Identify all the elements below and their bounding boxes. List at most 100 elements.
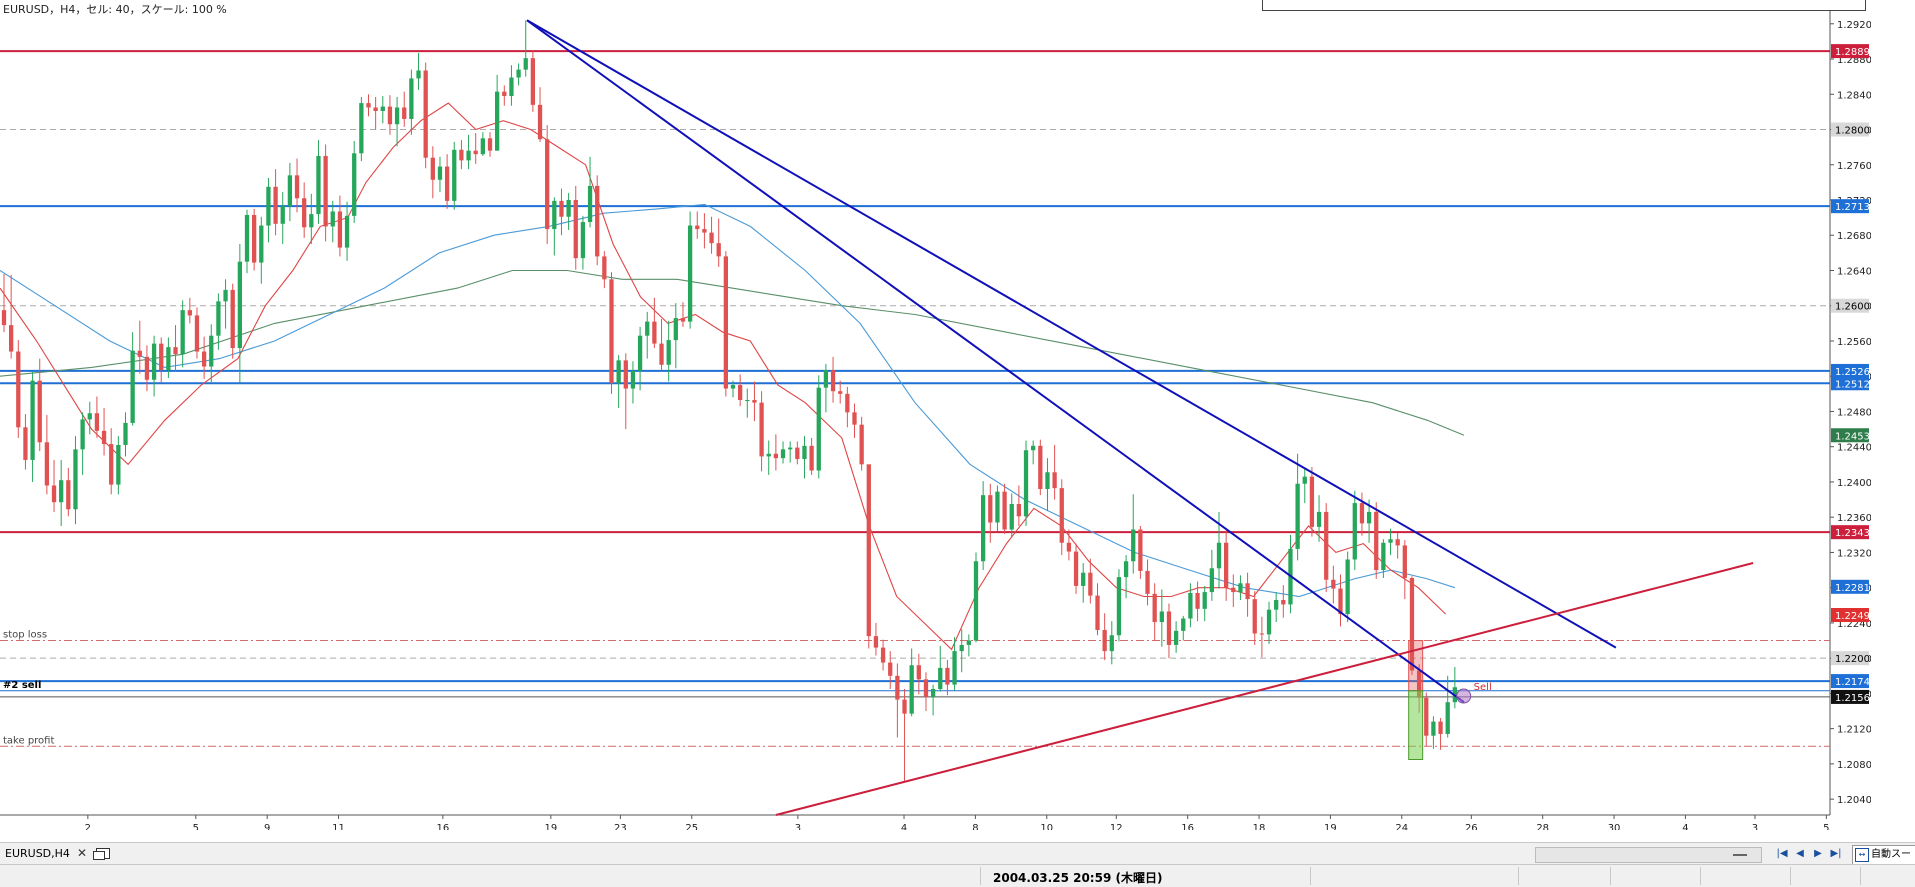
price-badge — [1831, 689, 1869, 704]
candle-body — [1002, 491, 1007, 530]
candle-body — [723, 256, 728, 389]
ma-price-badge — [1831, 579, 1869, 594]
candle-body — [51, 485, 57, 503]
candle-body — [838, 391, 843, 394]
ma-price-badge-label: 1.2281 — [1835, 583, 1870, 594]
candle-body — [1245, 583, 1250, 600]
chart-tab-bar: EURUSD,H4 ✕ |◀ ◀ ▶ ▶| ↔自動スール — [0, 842, 1915, 865]
close-tab-icon[interactable]: ✕ — [77, 846, 88, 860]
candle-body — [1088, 572, 1093, 596]
sell-marker — [1456, 688, 1472, 704]
scrollbar-thumb[interactable] — [1733, 854, 1747, 856]
candle-body — [809, 445, 814, 471]
candle-body — [137, 350, 142, 357]
candle-body — [580, 222, 586, 259]
candle-body — [1259, 633, 1265, 635]
status-bar: 2004.03.25 20:59 (木曜日) — [0, 864, 1915, 887]
candle-body — [695, 225, 700, 230]
candle-body — [1281, 600, 1286, 605]
candle-body — [630, 370, 636, 389]
price-tick-label: 1.2400 — [1837, 478, 1871, 489]
time-tick-label: 26 — [1465, 823, 1478, 830]
candle-body — [252, 214, 257, 263]
price-badge-label: 1.2713 — [1835, 202, 1870, 213]
candle-body — [1345, 559, 1350, 615]
window-icon[interactable] — [93, 848, 110, 860]
price-chart[interactable]: 1.20401.20801.21201.21601.22001.22401.22… — [0, 0, 1871, 830]
candle-body — [1374, 511, 1379, 571]
time-tick-label: 30 — [1608, 823, 1621, 830]
chart-area[interactable]: 1.20401.20801.21201.21601.22001.22401.22… — [0, 0, 1871, 830]
status-separator — [1310, 867, 1311, 885]
candle-body — [1181, 618, 1186, 631]
candle-body — [530, 58, 536, 105]
price-badge — [1831, 199, 1869, 214]
candle-body — [816, 387, 821, 471]
candle-body — [101, 430, 107, 445]
time-tick-label: 24 — [1395, 823, 1408, 830]
candle-body — [44, 442, 50, 486]
candle-body — [223, 289, 228, 302]
price-badge — [1831, 298, 1869, 313]
price-badge — [1831, 525, 1869, 540]
tab-eurusd-h4[interactable]: EURUSD,H4 — [5, 847, 70, 860]
candle-body — [523, 58, 528, 70]
candle-body — [1173, 630, 1179, 645]
candle-body — [273, 186, 278, 224]
candle-body — [230, 289, 235, 349]
price-tick-label: 1.2560 — [1837, 337, 1871, 348]
candle-body — [895, 675, 900, 700]
price-tick-label: 1.2480 — [1837, 407, 1871, 418]
candle-body — [444, 166, 450, 201]
candle-body — [845, 393, 850, 413]
candle-body — [702, 229, 707, 233]
time-tick-label: 5 — [1823, 823, 1829, 830]
time-tick-label: 28 — [1536, 823, 1549, 830]
ma-fast-line — [0, 102, 1447, 651]
candle-body — [773, 453, 779, 459]
candle-body — [1424, 697, 1429, 736]
scroll-next-button[interactable]: ▶ — [1814, 848, 1822, 859]
price-badge-label: 1.2526 — [1835, 367, 1870, 378]
price-badge — [1831, 363, 1869, 378]
candle-body — [652, 321, 657, 344]
candle-body — [1, 310, 7, 326]
time-tick-label: 23 — [614, 823, 627, 830]
candle-body — [795, 447, 800, 460]
horizontal-scrollbar[interactable] — [1535, 847, 1762, 863]
candle-body — [952, 651, 957, 685]
candle-body — [802, 445, 807, 460]
candle-body — [1159, 611, 1164, 623]
candle-body — [23, 427, 28, 460]
candle-body — [1266, 609, 1272, 635]
chart-background — [0, 0, 1871, 830]
price-tick-label: 1.2840 — [1837, 90, 1871, 101]
candle-body — [1209, 568, 1214, 593]
candle-body — [888, 662, 893, 676]
auto-scroll-button[interactable]: ↔自動スール — [1852, 845, 1915, 865]
time-tick-label: 3 — [1752, 823, 1758, 830]
candle-body — [1131, 529, 1136, 562]
candle-body — [659, 343, 664, 365]
scroll-last-button[interactable]: ▶| — [1830, 848, 1842, 859]
candle-body — [1102, 629, 1107, 652]
candle-body — [766, 453, 771, 457]
candle-body — [780, 449, 786, 459]
status-separator — [1610, 867, 1611, 885]
scroll-first-button[interactable]: |◀ — [1776, 848, 1788, 859]
candle-body — [959, 644, 964, 652]
price-tick-label: 1.2440 — [1837, 443, 1871, 454]
candle-body — [123, 422, 128, 445]
candle-body — [995, 491, 1000, 523]
candle-body — [373, 107, 378, 112]
candle-body — [738, 385, 743, 401]
ma-price-badge-label: 1.2453 — [1835, 431, 1870, 442]
scroll-prev-button[interactable]: ◀ — [1796, 848, 1804, 859]
candle-body — [194, 315, 200, 352]
candle-body — [680, 318, 686, 322]
candle-body — [1338, 588, 1343, 615]
candle-body — [938, 667, 943, 690]
status-separator — [1518, 867, 1519, 885]
candle-body — [201, 351, 207, 367]
candle-body — [823, 370, 829, 388]
